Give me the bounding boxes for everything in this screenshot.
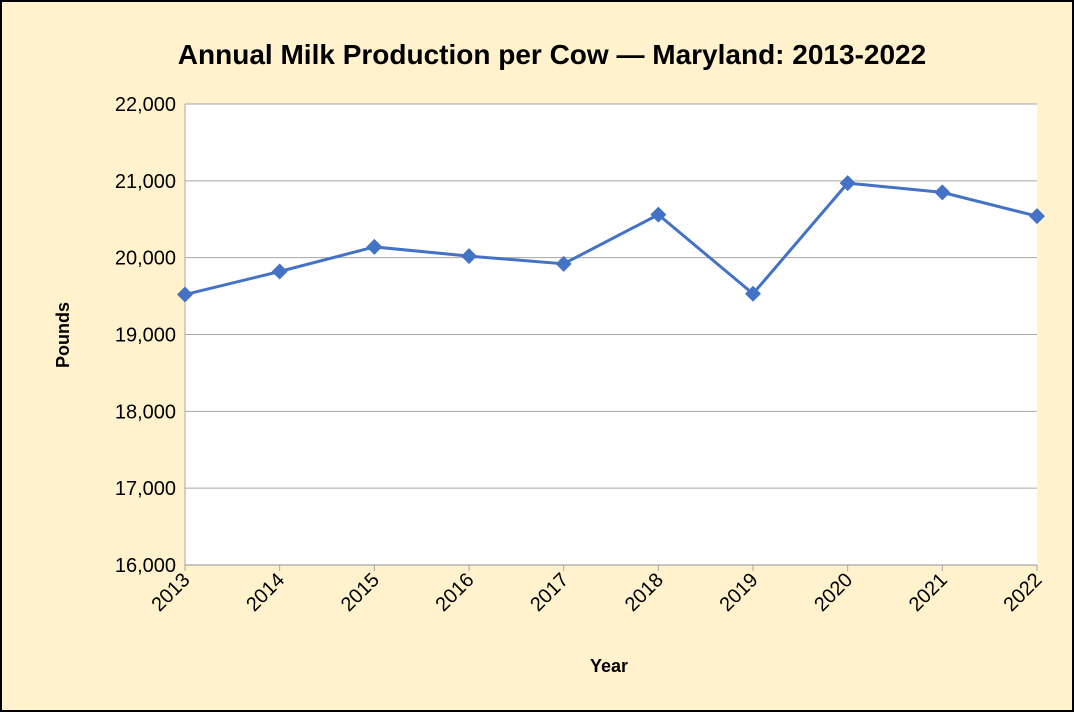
x-tick-label: 2019 <box>716 569 763 616</box>
data-point <box>366 238 383 255</box>
data-point <box>839 175 856 192</box>
y-tick-label: 19,000 <box>115 325 176 347</box>
data-point <box>271 263 288 280</box>
data-point <box>745 285 761 302</box>
x-axis-title: Year <box>590 656 628 676</box>
data-point <box>555 255 572 272</box>
x-axis-ticks: 2013 2014 2015 2016 2017 2018 2019 2020 2021 2022 <box>148 565 1047 616</box>
y-tick-label: 17,000 <box>115 478 176 500</box>
data-point <box>934 184 951 201</box>
x-tick-label: 2021 <box>905 569 952 616</box>
x-tick-label: 2017 <box>526 569 573 616</box>
y-axis-title: Pounds <box>53 302 73 368</box>
y-axis-ticks: 16,000 17,000 18,000 19,000 20,000 21,000 22,0… <box>115 94 176 577</box>
y-tick-label: 16,000 <box>115 555 176 577</box>
x-tick-label: 2014 <box>242 569 289 616</box>
data-point <box>461 248 477 265</box>
y-tick-label: 20,000 <box>115 248 176 270</box>
data-point <box>177 286 193 303</box>
data-point <box>650 206 667 223</box>
x-tick-label: 2018 <box>621 569 668 616</box>
y-tick-label: 22,000 <box>115 94 176 116</box>
x-tick-label: 2020 <box>810 569 857 616</box>
x-tick-label: 2015 <box>337 569 384 616</box>
axes <box>184 104 1037 566</box>
series-line <box>184 181 1038 297</box>
y-tick-label: 21,000 <box>115 171 176 193</box>
x-tick-label: 2016 <box>432 569 479 616</box>
chart-title: Annual Milk Production per Cow — Marylan… <box>178 39 926 70</box>
data-point <box>1029 208 1045 225</box>
series-layer <box>177 175 1045 303</box>
x-tick-label: 2022 <box>1000 569 1047 616</box>
y-tick-label: 18,000 <box>115 401 176 423</box>
